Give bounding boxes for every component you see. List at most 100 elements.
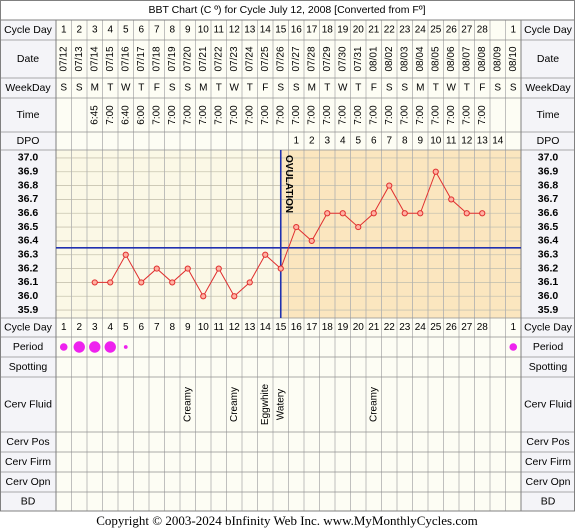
period-dot	[89, 341, 101, 353]
cycle-day: 16	[291, 25, 303, 36]
time: 7:00	[430, 105, 441, 125]
cycle-day: 21	[368, 25, 380, 36]
y-tick-label-right: 36.8	[538, 179, 559, 191]
row-label-right: BD	[541, 495, 556, 507]
cycle-day: 1	[510, 322, 516, 333]
time: 6:00	[136, 105, 147, 125]
temp-point	[370, 210, 377, 217]
cycle-day: 14	[260, 25, 272, 36]
cycle-day: 7	[154, 322, 160, 333]
period-dot	[123, 345, 128, 349]
cycle-day: 4	[107, 322, 113, 333]
dpo: 4	[340, 136, 346, 147]
cycle-day: 5	[123, 322, 129, 333]
weekday: T	[324, 83, 330, 94]
dpo: 6	[371, 136, 377, 147]
time: 6:40	[120, 105, 131, 125]
y-tick-label: 36.7	[18, 193, 39, 205]
weekday: M	[91, 83, 99, 94]
weekday: S	[494, 83, 501, 94]
chart-title: BBT Chart (C º) for Cycle July 12, 2008 …	[148, 4, 425, 16]
temp-point	[463, 210, 470, 217]
cycle-day: 2	[76, 25, 82, 36]
temp-point	[417, 210, 424, 217]
date: 08/09	[492, 46, 503, 71]
temp-point	[432, 168, 439, 175]
cycle-day: 9	[185, 322, 191, 333]
date: 07/28	[306, 46, 317, 71]
copyright: Copyright © 2003-2024 bInfinity Web Inc.…	[96, 513, 477, 528]
dpo: 11	[446, 136, 457, 147]
date: 07/21	[198, 46, 209, 71]
weekday: W	[338, 83, 348, 94]
dpo: 3	[324, 136, 330, 147]
row-label: BD	[21, 495, 36, 507]
temp-point	[355, 223, 362, 231]
weekday: W	[447, 83, 457, 94]
time: 7:00	[353, 105, 364, 125]
cycle-day: 27	[461, 25, 473, 36]
time: 7:00	[446, 105, 457, 125]
time: 7:00	[415, 105, 426, 125]
temp-point	[339, 210, 346, 217]
cerv-fluid: Creamy	[229, 387, 240, 422]
cycle-day: 22	[384, 322, 396, 333]
time: 7:00	[477, 105, 488, 125]
row-label: Cycle Day	[4, 321, 53, 333]
temp-point	[262, 251, 269, 258]
weekday: M	[416, 83, 424, 94]
date: 07/14	[89, 46, 100, 71]
row-label-right: Time	[537, 109, 560, 121]
temp-point	[184, 265, 191, 272]
cycle-day: 25	[430, 25, 442, 36]
y-tick-label-right: 36.3	[538, 249, 559, 261]
row-label: Cerv Fluid	[4, 398, 52, 410]
y-tick-label-right: 36.9	[538, 166, 559, 178]
date: 07/22	[213, 46, 224, 71]
y-tick-label: 36.8	[18, 179, 39, 191]
weekday: F	[154, 83, 160, 94]
cycle-day: 28	[477, 322, 489, 333]
time: 6:45	[89, 105, 100, 125]
temp-point	[153, 265, 160, 272]
weekday: W	[121, 83, 131, 94]
row-label-right: Period	[533, 341, 564, 353]
temp-point	[169, 279, 176, 286]
row-label: Cerv Opn	[6, 476, 51, 488]
row-label: Cerv Firm	[5, 456, 51, 468]
cycle-day: 23	[399, 322, 411, 333]
row-label: Spotting	[9, 361, 48, 373]
cycle-day: 4	[107, 25, 113, 36]
y-tick-label-right: 36.4	[538, 235, 559, 247]
cerv-fluid: Creamy	[182, 387, 193, 422]
row-label-right: Cerv Fluid	[524, 398, 572, 410]
cerv-fluid: Watery	[275, 389, 286, 420]
temp-point	[448, 196, 455, 203]
y-tick-label-right: 36.0	[538, 290, 559, 302]
date: 07/15	[105, 46, 116, 71]
weekday: T	[433, 83, 439, 94]
date: 08/02	[384, 46, 395, 71]
row-label: Time	[17, 109, 40, 121]
cycle-day: 27	[461, 322, 473, 333]
dpo: 8	[402, 136, 408, 147]
row-label-right: Cycle Day	[524, 321, 573, 333]
post-ovulation-shade	[280, 150, 521, 318]
weekday: S	[510, 83, 517, 94]
y-tick-label: 36.3	[18, 249, 39, 261]
weekday: T	[247, 83, 253, 94]
y-tick-label-right: 36.5	[538, 221, 559, 233]
time: 7:00	[275, 105, 286, 125]
row-label: Date	[17, 53, 39, 65]
temp-point	[324, 210, 331, 217]
date: 07/27	[291, 46, 302, 71]
y-tick-label: 36.1	[18, 276, 39, 288]
cycle-day: 2	[76, 322, 82, 333]
cycle-day: 26	[446, 25, 458, 36]
weekday: F	[371, 83, 377, 94]
temp-point	[122, 251, 129, 258]
date: 08/05	[430, 46, 441, 71]
temp-point	[138, 279, 145, 286]
cycle-day: 20	[353, 25, 365, 36]
dpo: 1	[293, 136, 299, 147]
